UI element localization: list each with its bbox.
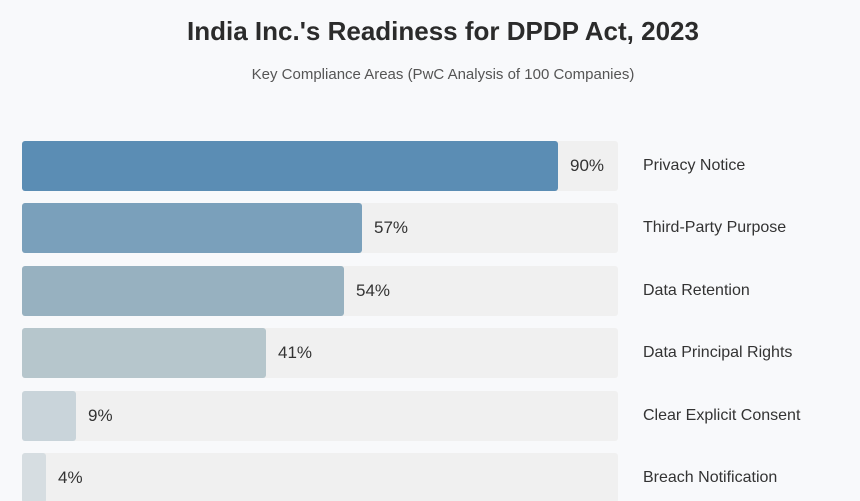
bar-track — [22, 453, 618, 501]
category-label: Breach Notification — [643, 469, 778, 486]
category-label: Data Retention — [643, 282, 750, 299]
bar-value-label: 9% — [88, 406, 113, 425]
bar — [22, 391, 76, 441]
category-label: Third-Party Purpose — [643, 219, 787, 236]
bar — [22, 203, 362, 253]
chart-subtitle: Key Compliance Areas (PwC Analysis of 10… — [251, 66, 635, 83]
category-label: Privacy Notice — [643, 157, 746, 174]
category-label: Clear Explicit Consent — [643, 407, 801, 424]
bar — [22, 266, 344, 316]
bar — [22, 453, 46, 501]
bar-value-label: 41% — [278, 343, 313, 362]
bar — [22, 328, 266, 378]
chart-title: India Inc.'s Readiness for DPDP Act, 202… — [187, 16, 699, 46]
category-label: Data Principal Rights — [643, 344, 793, 361]
bar-value-label: 54% — [356, 281, 391, 300]
bar-value-label: 57% — [374, 218, 409, 237]
bar-value-label: 4% — [58, 468, 83, 487]
bar-value-label: 90% — [570, 156, 605, 175]
bar-track — [22, 391, 618, 441]
bar — [22, 141, 558, 191]
